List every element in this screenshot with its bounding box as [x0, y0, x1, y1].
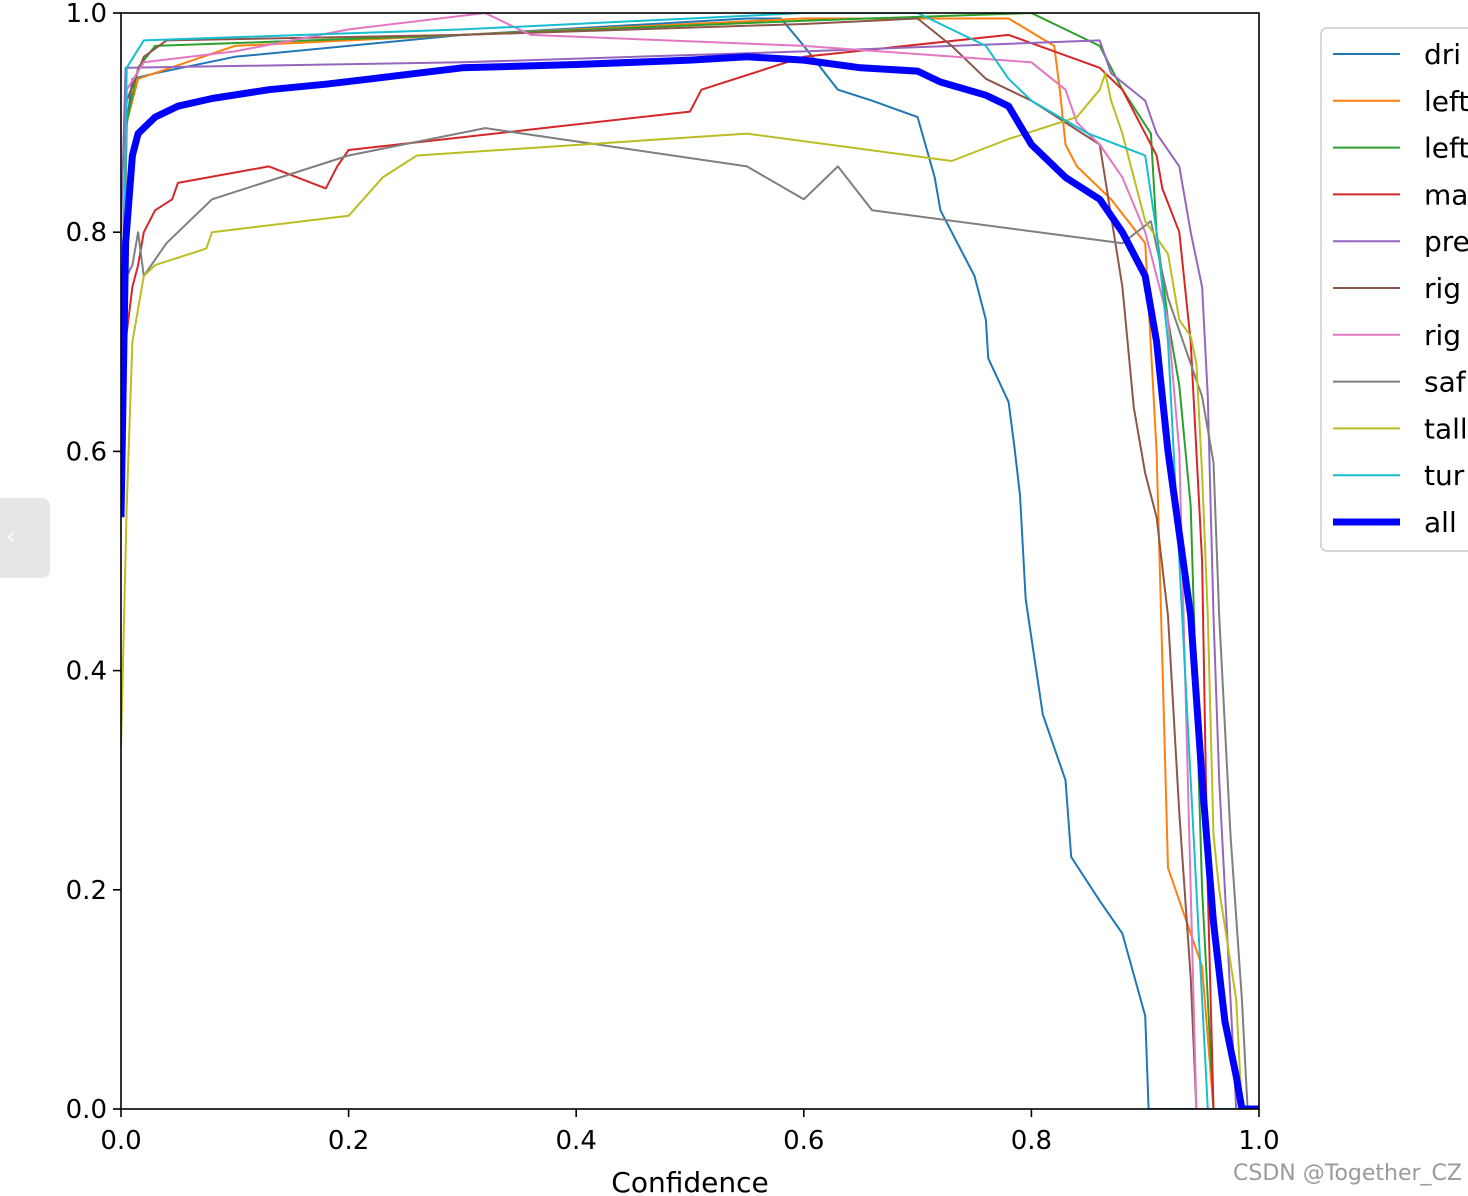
- y-axis: 0.0 0.2 0.4 0.6 0.8 1.0: [66, 0, 121, 1125]
- legend-label: saf: [1424, 366, 1467, 399]
- legend-label: left: [1424, 132, 1468, 165]
- plot-frame: [120, 12, 1260, 1110]
- y-tick-label: 0.0: [66, 1095, 107, 1125]
- watermark: CSDN @Together_CZ: [1233, 1161, 1462, 1186]
- series-line-rig-5: [121, 17, 1259, 1109]
- legend-label: tall: [1424, 412, 1468, 445]
- legend-label: rig: [1424, 319, 1461, 352]
- series-line-tall-8: [121, 72, 1259, 1109]
- y-tick-label: 1.0: [66, 0, 107, 29]
- x-tick-label: 0.8: [1011, 1126, 1052, 1156]
- x-tick-label: 0.4: [556, 1126, 597, 1156]
- series-line-dri-0: [121, 17, 1259, 1109]
- y-tick-label: 0.6: [66, 437, 107, 467]
- y-tick-label: 0.2: [66, 876, 107, 906]
- legend-label: rig: [1424, 272, 1461, 305]
- legend-label: dri: [1424, 38, 1461, 71]
- x-axis-label: Confidence: [611, 1166, 768, 1196]
- x-tick-label: 0.2: [328, 1126, 369, 1156]
- legend: dri left left ma pre rig rig saf tall tur all: [1320, 27, 1468, 552]
- legend-box: [1320, 27, 1468, 552]
- chevron-left-icon: ‹: [6, 522, 16, 550]
- legend-label: left: [1424, 85, 1468, 118]
- series-line-saf-7: [121, 127, 1259, 1109]
- legend-label: tur: [1424, 459, 1465, 492]
- series-line-tur-9: [121, 13, 1259, 1109]
- legend-label: all: [1424, 506, 1457, 539]
- legend-label: ma: [1424, 178, 1468, 211]
- x-axis: 0.0 0.2 0.4 0.6 0.8 1.0: [100, 1109, 1280, 1156]
- y-tick-label: 0.8: [66, 218, 107, 248]
- x-tick-label: 1.0: [1238, 1126, 1279, 1156]
- series-line-rig-6: [121, 13, 1259, 1109]
- side-panel-toggle[interactable]: ‹: [0, 498, 50, 578]
- series-line-pre-4: [121, 39, 1259, 1109]
- series-line-ma-3: [121, 33, 1259, 1109]
- x-tick-label: 0.0: [100, 1126, 141, 1156]
- series-line-all-10: [121, 53, 1259, 1109]
- legend-label: pre: [1424, 225, 1468, 258]
- series-line-left-1: [121, 17, 1259, 1109]
- series-layer: [121, 13, 1259, 1109]
- x-tick-label: 0.6: [783, 1126, 824, 1156]
- y-tick-label: 0.4: [66, 657, 107, 687]
